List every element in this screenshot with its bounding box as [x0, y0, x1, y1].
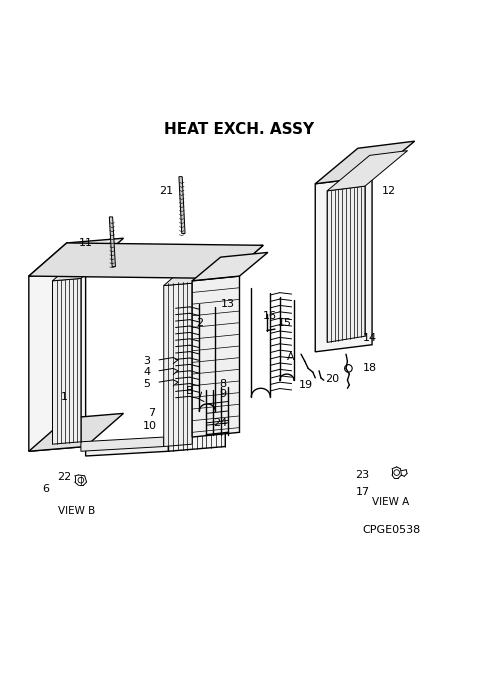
- Text: 16: 16: [263, 311, 277, 322]
- Polygon shape: [164, 250, 230, 286]
- Polygon shape: [109, 217, 115, 267]
- Text: 14: 14: [363, 333, 377, 343]
- Polygon shape: [86, 442, 169, 456]
- Text: 10: 10: [143, 421, 157, 431]
- Polygon shape: [192, 252, 268, 281]
- Text: 8: 8: [219, 379, 227, 388]
- Text: 13: 13: [221, 299, 235, 309]
- Polygon shape: [179, 177, 185, 233]
- Text: 20: 20: [325, 374, 339, 384]
- Text: 23: 23: [355, 470, 370, 480]
- Text: 24: 24: [214, 418, 228, 428]
- Text: HEAT EXCH. ASSY: HEAT EXCH. ASSY: [164, 122, 315, 137]
- Polygon shape: [29, 271, 86, 452]
- Text: 5: 5: [144, 379, 151, 388]
- Text: 4: 4: [144, 367, 151, 377]
- Polygon shape: [169, 278, 225, 452]
- Polygon shape: [53, 245, 119, 281]
- Polygon shape: [164, 283, 192, 447]
- Text: 12: 12: [382, 186, 396, 196]
- Polygon shape: [169, 245, 263, 283]
- Text: 18: 18: [363, 363, 377, 373]
- Polygon shape: [192, 276, 240, 437]
- Polygon shape: [29, 238, 124, 276]
- Polygon shape: [315, 141, 415, 184]
- Polygon shape: [315, 177, 372, 352]
- Text: CPGE0538: CPGE0538: [362, 526, 420, 535]
- Text: A: A: [287, 352, 295, 362]
- Text: 3: 3: [144, 356, 151, 367]
- Text: 17: 17: [355, 488, 370, 498]
- Text: 2: 2: [196, 318, 203, 328]
- Text: 1: 1: [61, 392, 68, 402]
- Text: VIEW B: VIEW B: [57, 507, 95, 516]
- Polygon shape: [81, 437, 164, 452]
- Text: 21: 21: [159, 186, 173, 196]
- Text: B: B: [186, 386, 194, 396]
- Text: 9: 9: [219, 390, 227, 399]
- Text: 22: 22: [57, 473, 71, 482]
- Polygon shape: [327, 186, 365, 342]
- Text: 7: 7: [148, 409, 156, 418]
- Polygon shape: [29, 243, 263, 278]
- Polygon shape: [53, 278, 81, 444]
- Text: 19: 19: [299, 380, 313, 390]
- Text: 6: 6: [42, 484, 49, 494]
- Text: 11: 11: [79, 238, 92, 248]
- Polygon shape: [29, 413, 124, 452]
- Text: VIEW A: VIEW A: [372, 497, 410, 507]
- Polygon shape: [327, 151, 408, 191]
- Text: 15: 15: [277, 318, 292, 328]
